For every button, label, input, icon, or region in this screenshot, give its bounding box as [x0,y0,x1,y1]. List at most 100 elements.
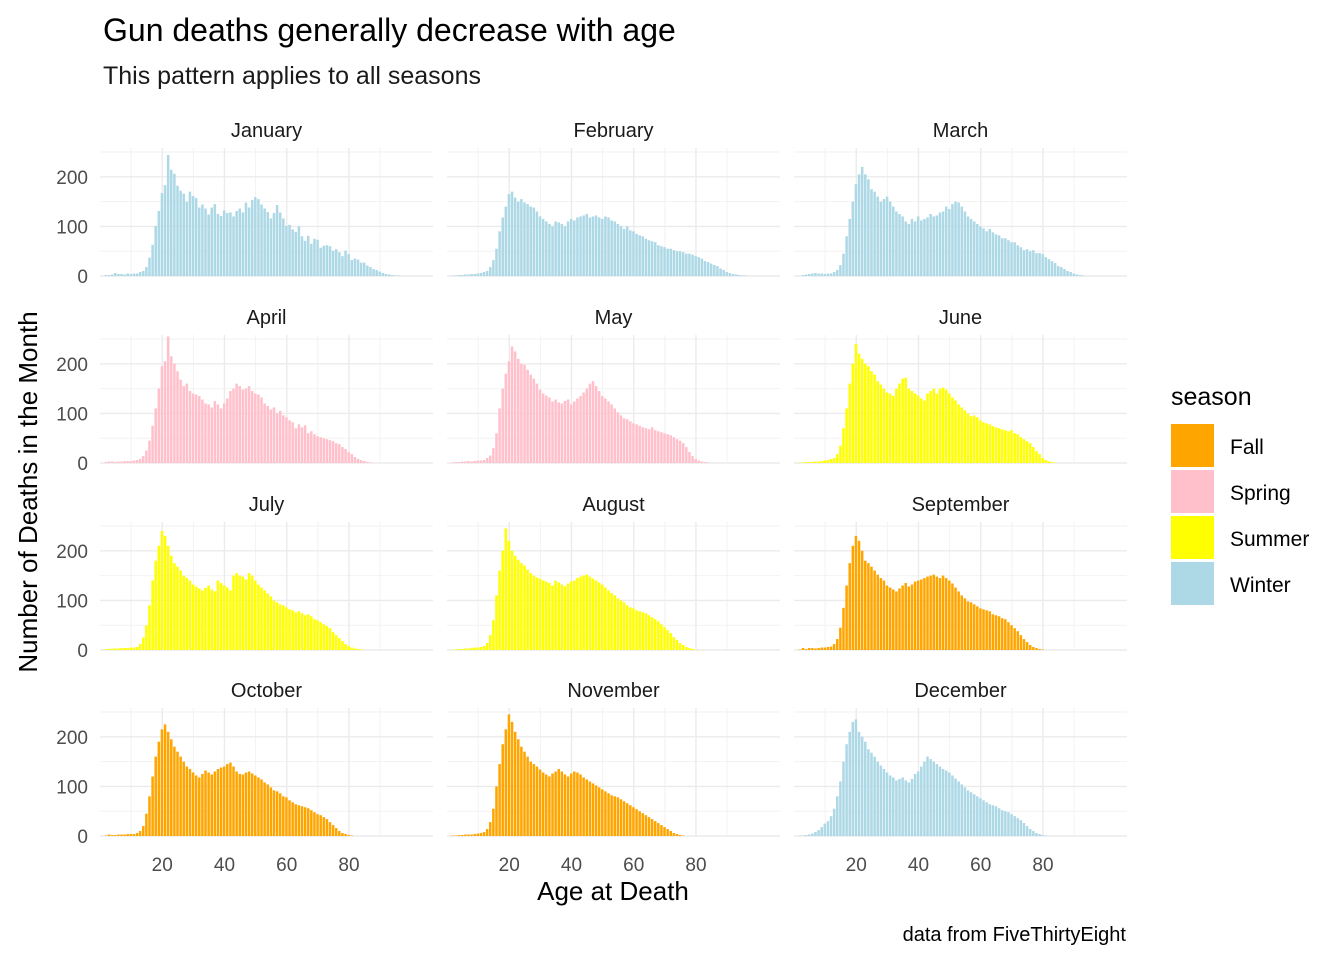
bar [804,835,808,836]
bar [123,648,126,650]
bar [864,174,867,276]
bar [492,620,495,650]
bar [997,616,1001,650]
bar [359,262,363,276]
bar [148,257,151,276]
bar [297,424,301,463]
bar [467,461,470,463]
bars-december [798,719,1048,836]
bar [1035,833,1038,836]
bar [517,358,520,463]
bar [678,251,682,276]
bar [520,563,523,650]
bar [694,256,697,276]
bar [951,204,954,276]
bar [310,810,313,836]
bar [173,563,176,650]
bar [216,769,220,836]
bar [1044,460,1048,463]
bar [923,761,926,836]
bar [913,393,917,463]
bar [885,196,889,276]
bar [848,218,851,276]
bar [982,422,985,463]
bar [860,166,864,276]
bar [601,584,604,650]
bar [613,796,617,836]
strip-label-september: September [912,494,1010,516]
bar [129,647,133,650]
bar [213,771,217,836]
bar [282,605,285,650]
bar [461,461,464,463]
bar [300,613,304,650]
bar [117,834,120,836]
bar [350,260,354,276]
bar [625,419,629,463]
bar [160,366,164,463]
y-tick-label: 0 [77,267,88,288]
bar [907,223,911,276]
bar [188,769,192,836]
bar [526,204,529,276]
bar [678,835,682,836]
bar [535,766,539,836]
bar [826,273,830,276]
bar [839,781,842,836]
bar [569,404,573,463]
bar [573,220,576,276]
bar [272,407,276,463]
bar [988,611,992,650]
bar [204,770,207,836]
bar [864,741,867,836]
bar [501,550,504,650]
bar [157,211,161,276]
bar [963,410,967,463]
bar [107,649,111,650]
panel-september: September [794,494,1127,651]
bar [151,425,154,463]
bar [1032,250,1035,276]
bar [260,587,263,650]
bar [300,427,304,463]
bar [678,643,682,650]
bar [573,401,576,463]
bar [585,388,589,463]
bar [888,201,892,276]
bar [994,234,998,276]
bar [650,819,654,836]
bar [107,275,111,276]
bar [985,802,988,836]
bar [353,258,357,276]
bar [867,366,870,463]
bar [216,580,220,650]
bar [885,585,889,650]
bar [163,185,167,276]
bar [529,573,532,650]
bar [647,817,651,836]
bar [700,461,704,463]
x-tick-label: 80 [338,855,359,876]
bar [285,797,288,836]
bar [845,585,848,650]
bar [938,766,942,836]
bar [944,389,948,463]
bar [851,721,855,836]
bar [972,415,976,463]
bar [1025,826,1029,836]
bar [954,587,957,650]
bar [272,790,276,836]
bar [604,587,607,650]
bar [916,395,920,463]
bar [554,221,557,276]
bar [610,220,613,276]
bar [126,461,129,463]
bar [629,230,632,276]
bar [873,374,876,463]
bar [513,555,517,650]
bar [331,250,335,276]
bar [179,379,182,463]
bar [313,434,316,463]
bar [179,570,182,650]
bar [632,608,635,650]
